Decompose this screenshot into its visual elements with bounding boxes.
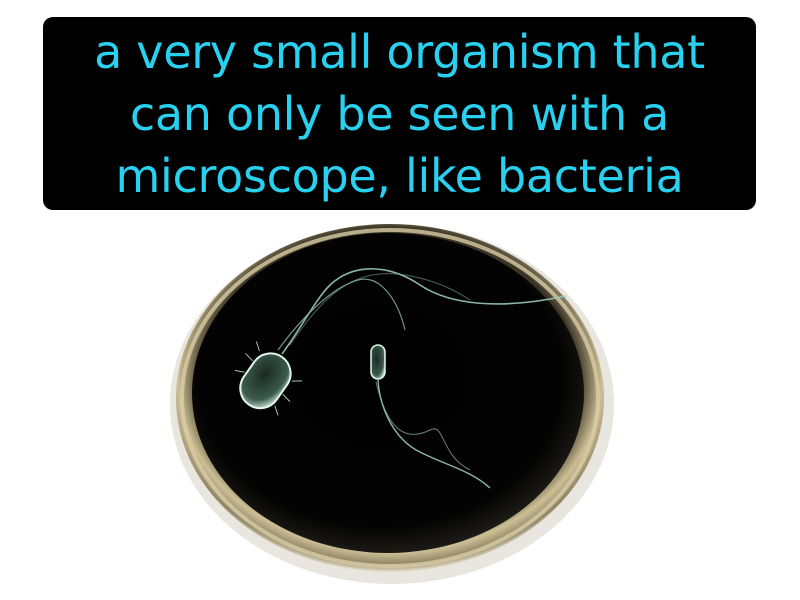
bacterium-2-flagellum-2 [375,381,471,471]
dish-rim-highlight [180,228,600,568]
bacterium-1-flagellum-2 [277,278,406,351]
definition-line-2: can only be seen with a [129,86,670,141]
dish-interior [192,233,584,553]
bacterium-2 [370,344,386,380]
bacterium-1-flagellum-3 [289,273,471,346]
bacterium-1 [234,341,303,416]
definition-line-3: microscope, like bacteria [115,148,684,203]
definition-line-1: a very small organism that [94,24,705,79]
definition-box: a very small organism that can only be s… [43,17,756,210]
